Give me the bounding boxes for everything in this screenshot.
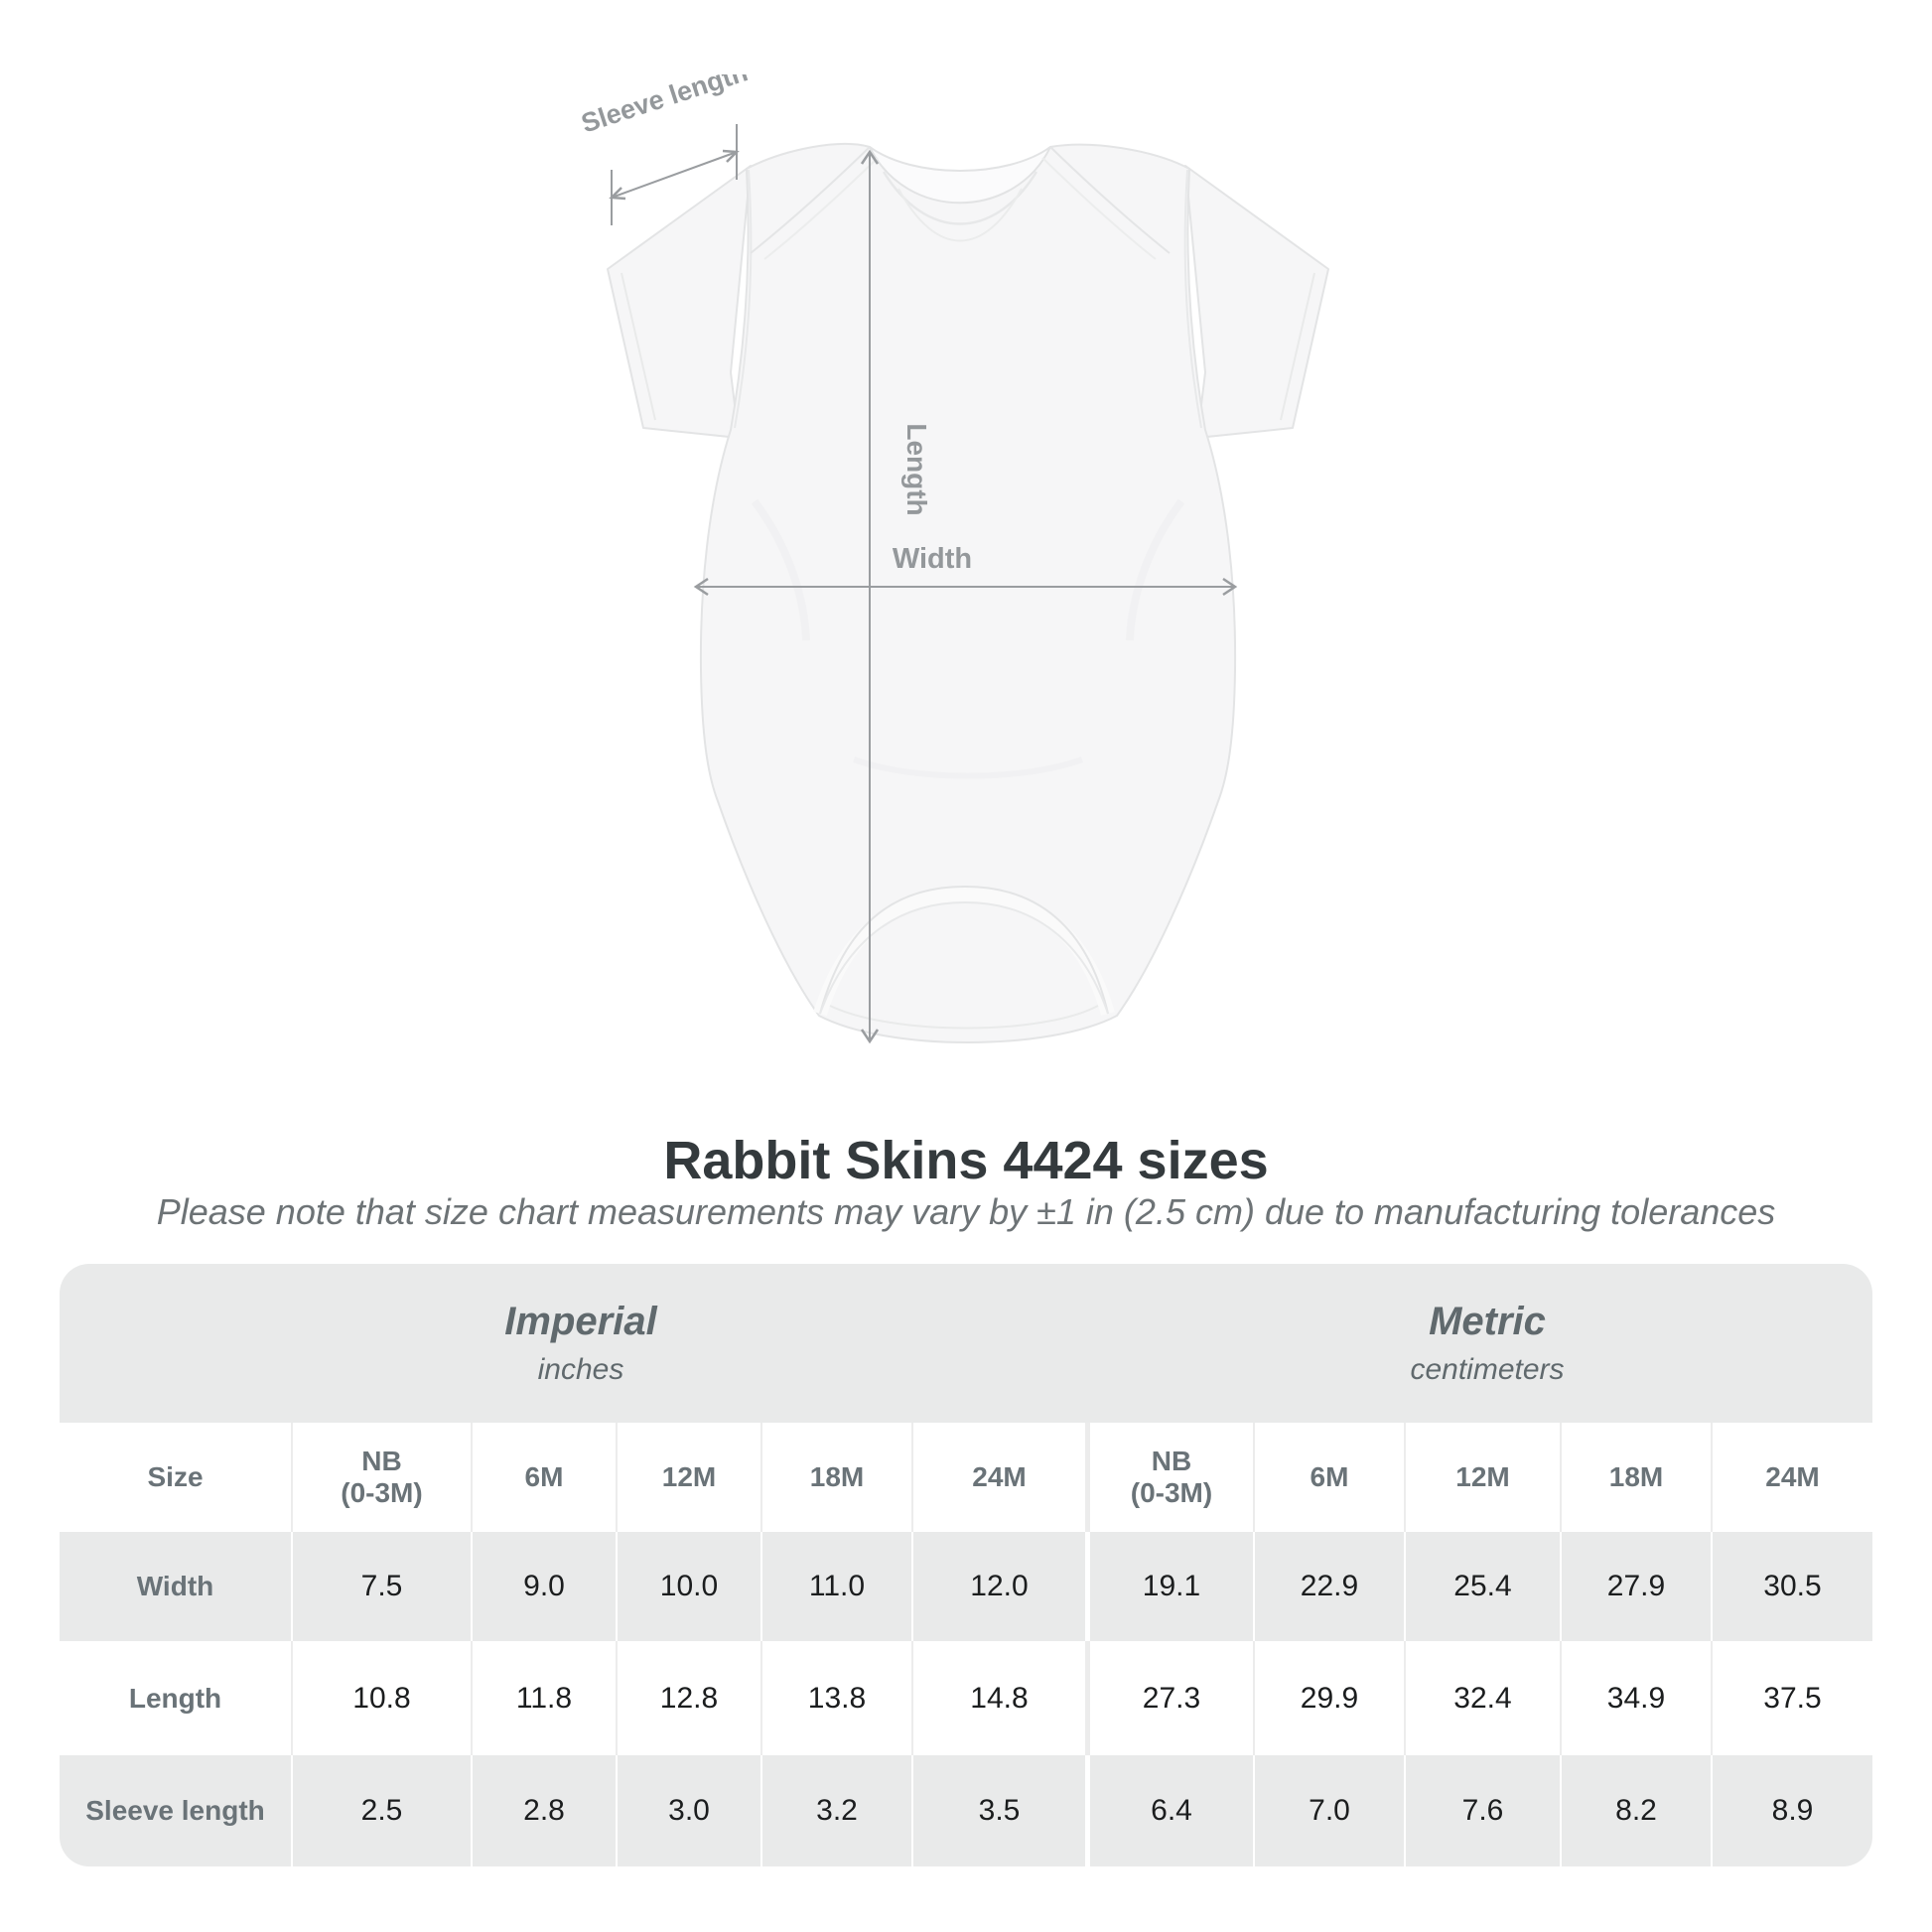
col-header-imperial-18m: 18M [760, 1423, 911, 1532]
metric-section-header: Metric centimeters [1102, 1300, 1872, 1387]
value-cell: 7.5 [291, 1532, 471, 1641]
measurement-lines [609, 124, 1238, 1044]
col-header-metric-nb: NB (0-3M) [1085, 1423, 1253, 1532]
table-row-length: Length 10.8 11.8 12.8 13.8 14.8 27.3 29.… [60, 1641, 1872, 1755]
imperial-title: Imperial [504, 1300, 657, 1343]
metric-title: Metric [1429, 1300, 1546, 1343]
metric-unit: centimeters [1410, 1353, 1565, 1386]
value-cell: 13.8 [760, 1641, 911, 1755]
column-header-row: Size NB (0-3M) 6M 12M 18M 24M NB (0-3M) … [60, 1423, 1872, 1532]
size-corner-label: Size [147, 1461, 204, 1492]
value-cell: 2.5 [291, 1755, 471, 1866]
fabric-folds [751, 498, 1185, 779]
col-header-metric-6m: 6M [1253, 1423, 1404, 1532]
col-header-imperial-12m: 12M [616, 1423, 760, 1532]
col-header-metric-24m: 24M [1711, 1423, 1872, 1532]
bodysuit-body [699, 142, 1237, 1043]
value-cell: 10.8 [291, 1641, 471, 1755]
value-cell: 30.5 [1711, 1532, 1872, 1641]
value-cell: 27.3 [1085, 1641, 1253, 1755]
right-armhole-seam [1183, 169, 1202, 429]
length-arrowhead-bottom [860, 1029, 880, 1044]
page-title: Rabbit Skins 4424 sizes [663, 1131, 1269, 1190]
col-header-imperial-6m: 6M [471, 1423, 616, 1532]
size-chart-table: Imperial inches Metric centimeters Size … [60, 1264, 1872, 1866]
value-cell: 2.8 [471, 1755, 616, 1866]
sleeves [607, 165, 1329, 439]
value-cell: 3.0 [616, 1755, 760, 1866]
col-header-imperial-24m: 24M [911, 1423, 1085, 1532]
value-cell: 7.0 [1253, 1755, 1404, 1866]
row-label-length: Length [128, 1682, 222, 1714]
value-cell: 10.0 [616, 1532, 760, 1641]
sleeve-length-line [611, 151, 738, 199]
value-cell: 3.5 [911, 1755, 1085, 1866]
value-cell: 22.9 [1253, 1532, 1404, 1641]
bodysuit-measurement-diagram: Sleeve length Length Width [556, 57, 1380, 1087]
length-arrowhead-top [860, 149, 880, 165]
value-cell: 11.0 [760, 1532, 911, 1641]
unit-section-header: Imperial inches Metric centimeters [60, 1264, 1872, 1423]
value-cell: 14.8 [911, 1641, 1085, 1755]
width-label: Width [893, 543, 972, 575]
value-cell: 3.2 [760, 1755, 911, 1866]
tolerance-note: Please note that size chart measurements… [156, 1191, 1776, 1232]
table-row-sleeve-length: Sleeve length 2.5 2.8 3.0 3.2 3.5 6.4 7.… [60, 1755, 1872, 1866]
value-cell: 12.0 [911, 1532, 1085, 1641]
value-cell: 11.8 [471, 1641, 616, 1755]
imperial-section-header: Imperial inches [60, 1300, 1102, 1387]
value-cell: 8.2 [1560, 1755, 1711, 1866]
value-cell: 34.9 [1560, 1641, 1711, 1755]
envelope-neckline [750, 146, 1171, 260]
col-header-imperial-nb: NB (0-3M) [291, 1423, 471, 1532]
col-header-metric-12m: 12M [1404, 1423, 1560, 1532]
table-row-width: Width 7.5 9.0 10.0 11.0 12.0 19.1 22.9 2… [60, 1532, 1872, 1641]
value-cell: 29.9 [1253, 1641, 1404, 1755]
value-cell: 8.9 [1711, 1755, 1872, 1866]
value-cell: 9.0 [471, 1532, 616, 1641]
length-label: Length [901, 423, 932, 515]
value-cell: 6.4 [1085, 1755, 1253, 1866]
left-armhole-seam [734, 169, 753, 429]
row-label-width: Width [136, 1571, 214, 1601]
value-cell: 12.8 [616, 1641, 760, 1755]
value-cell: 37.5 [1711, 1641, 1872, 1755]
width-arrowhead-right [1222, 577, 1238, 597]
imperial-unit: inches [537, 1353, 624, 1386]
sleeve-length-label: Sleeve length [578, 74, 752, 139]
value-cell: 19.1 [1085, 1532, 1253, 1641]
bodysuit-graphic: Sleeve length Length Width [578, 57, 1329, 1044]
value-cell: 27.9 [1560, 1532, 1711, 1641]
crotch-flap [813, 885, 1115, 1030]
width-arrowhead-left [693, 577, 709, 597]
row-label-sleeve-length: Sleeve length [85, 1795, 265, 1826]
col-header-metric-18m: 18M [1560, 1423, 1711, 1532]
value-cell: 7.6 [1404, 1755, 1560, 1866]
value-cell: 25.4 [1404, 1532, 1560, 1641]
value-cell: 32.4 [1404, 1641, 1560, 1755]
